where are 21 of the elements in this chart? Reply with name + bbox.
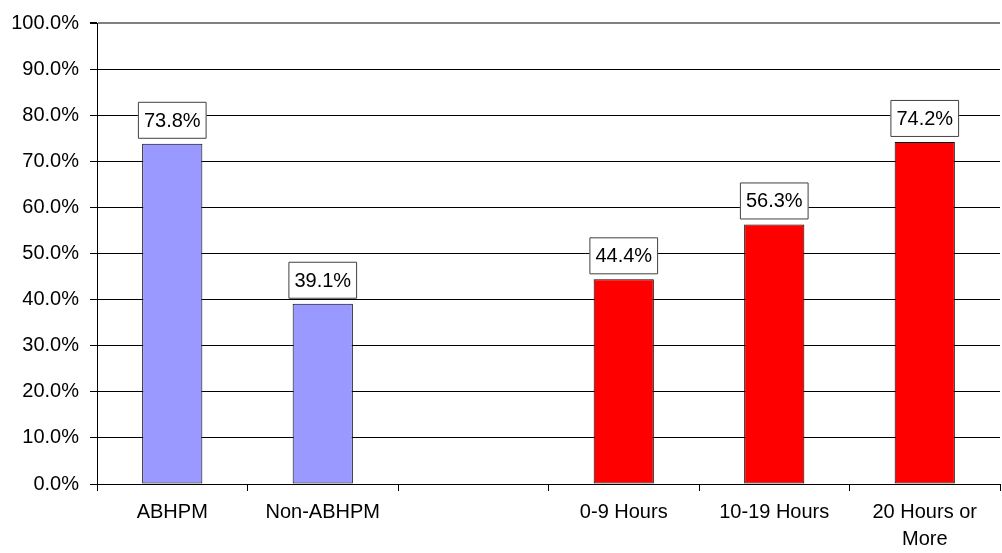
y-tick-label: 80.0% [22,102,80,125]
y-tick-label: 10.0% [22,425,80,448]
y-tick-label: 70.0% [22,148,80,171]
y-tick-label: 20.0% [22,379,80,402]
y-tick-label: 0.0% [33,471,80,494]
y-tick-label: 50.0% [22,241,80,264]
y-tick-label: 100.0% [11,10,80,33]
data-label: 74.2% [896,106,954,129]
data-label: 44.4% [595,244,653,267]
x-tick-label: 10-19 Hours [719,500,830,523]
y-tick-label: 90.0% [22,56,80,79]
x-tick-label: Non-ABHPM [265,500,380,523]
y-tick-label: 60.0% [22,194,80,217]
x-tick-label: 20 Hours or More [872,500,978,550]
x-tick-label: ABHPM [136,500,208,523]
x-tick-label: 0-9 Hours [579,500,668,523]
y-tick-label: 30.0% [22,333,80,356]
y-tick-label: 40.0% [22,287,80,310]
data-label: 56.3% [745,189,803,212]
data-label: 73.8% [143,108,201,131]
data-label: 39.1% [294,268,352,291]
